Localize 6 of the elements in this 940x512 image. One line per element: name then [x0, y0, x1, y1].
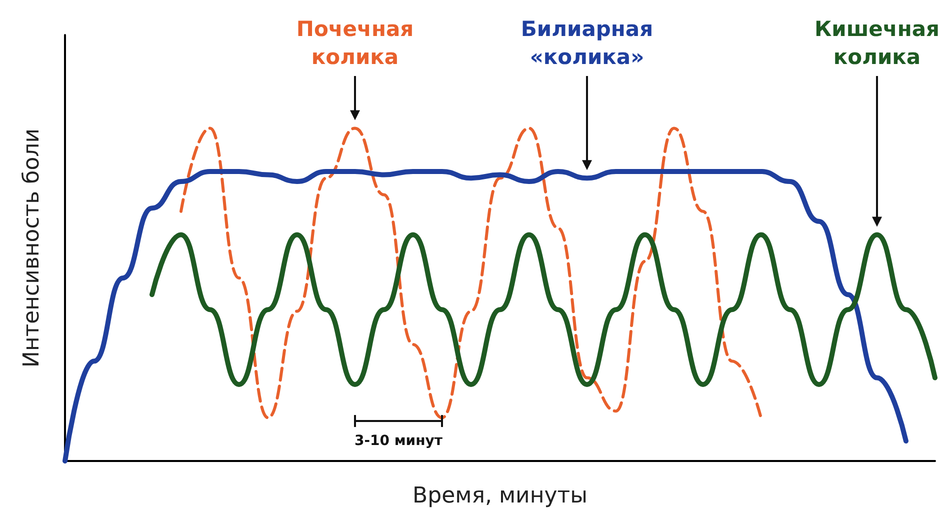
annotation: 3-10 минут	[354, 433, 444, 449]
text: Почечная колика	[296, 17, 414, 69]
text: Кишечная колика	[814, 17, 940, 69]
y-axis-title: Интенсивность боли	[20, 128, 44, 368]
x-axis-title: Время, минуты	[412, 484, 588, 508]
text: Билиарная «колика»	[520, 17, 654, 69]
